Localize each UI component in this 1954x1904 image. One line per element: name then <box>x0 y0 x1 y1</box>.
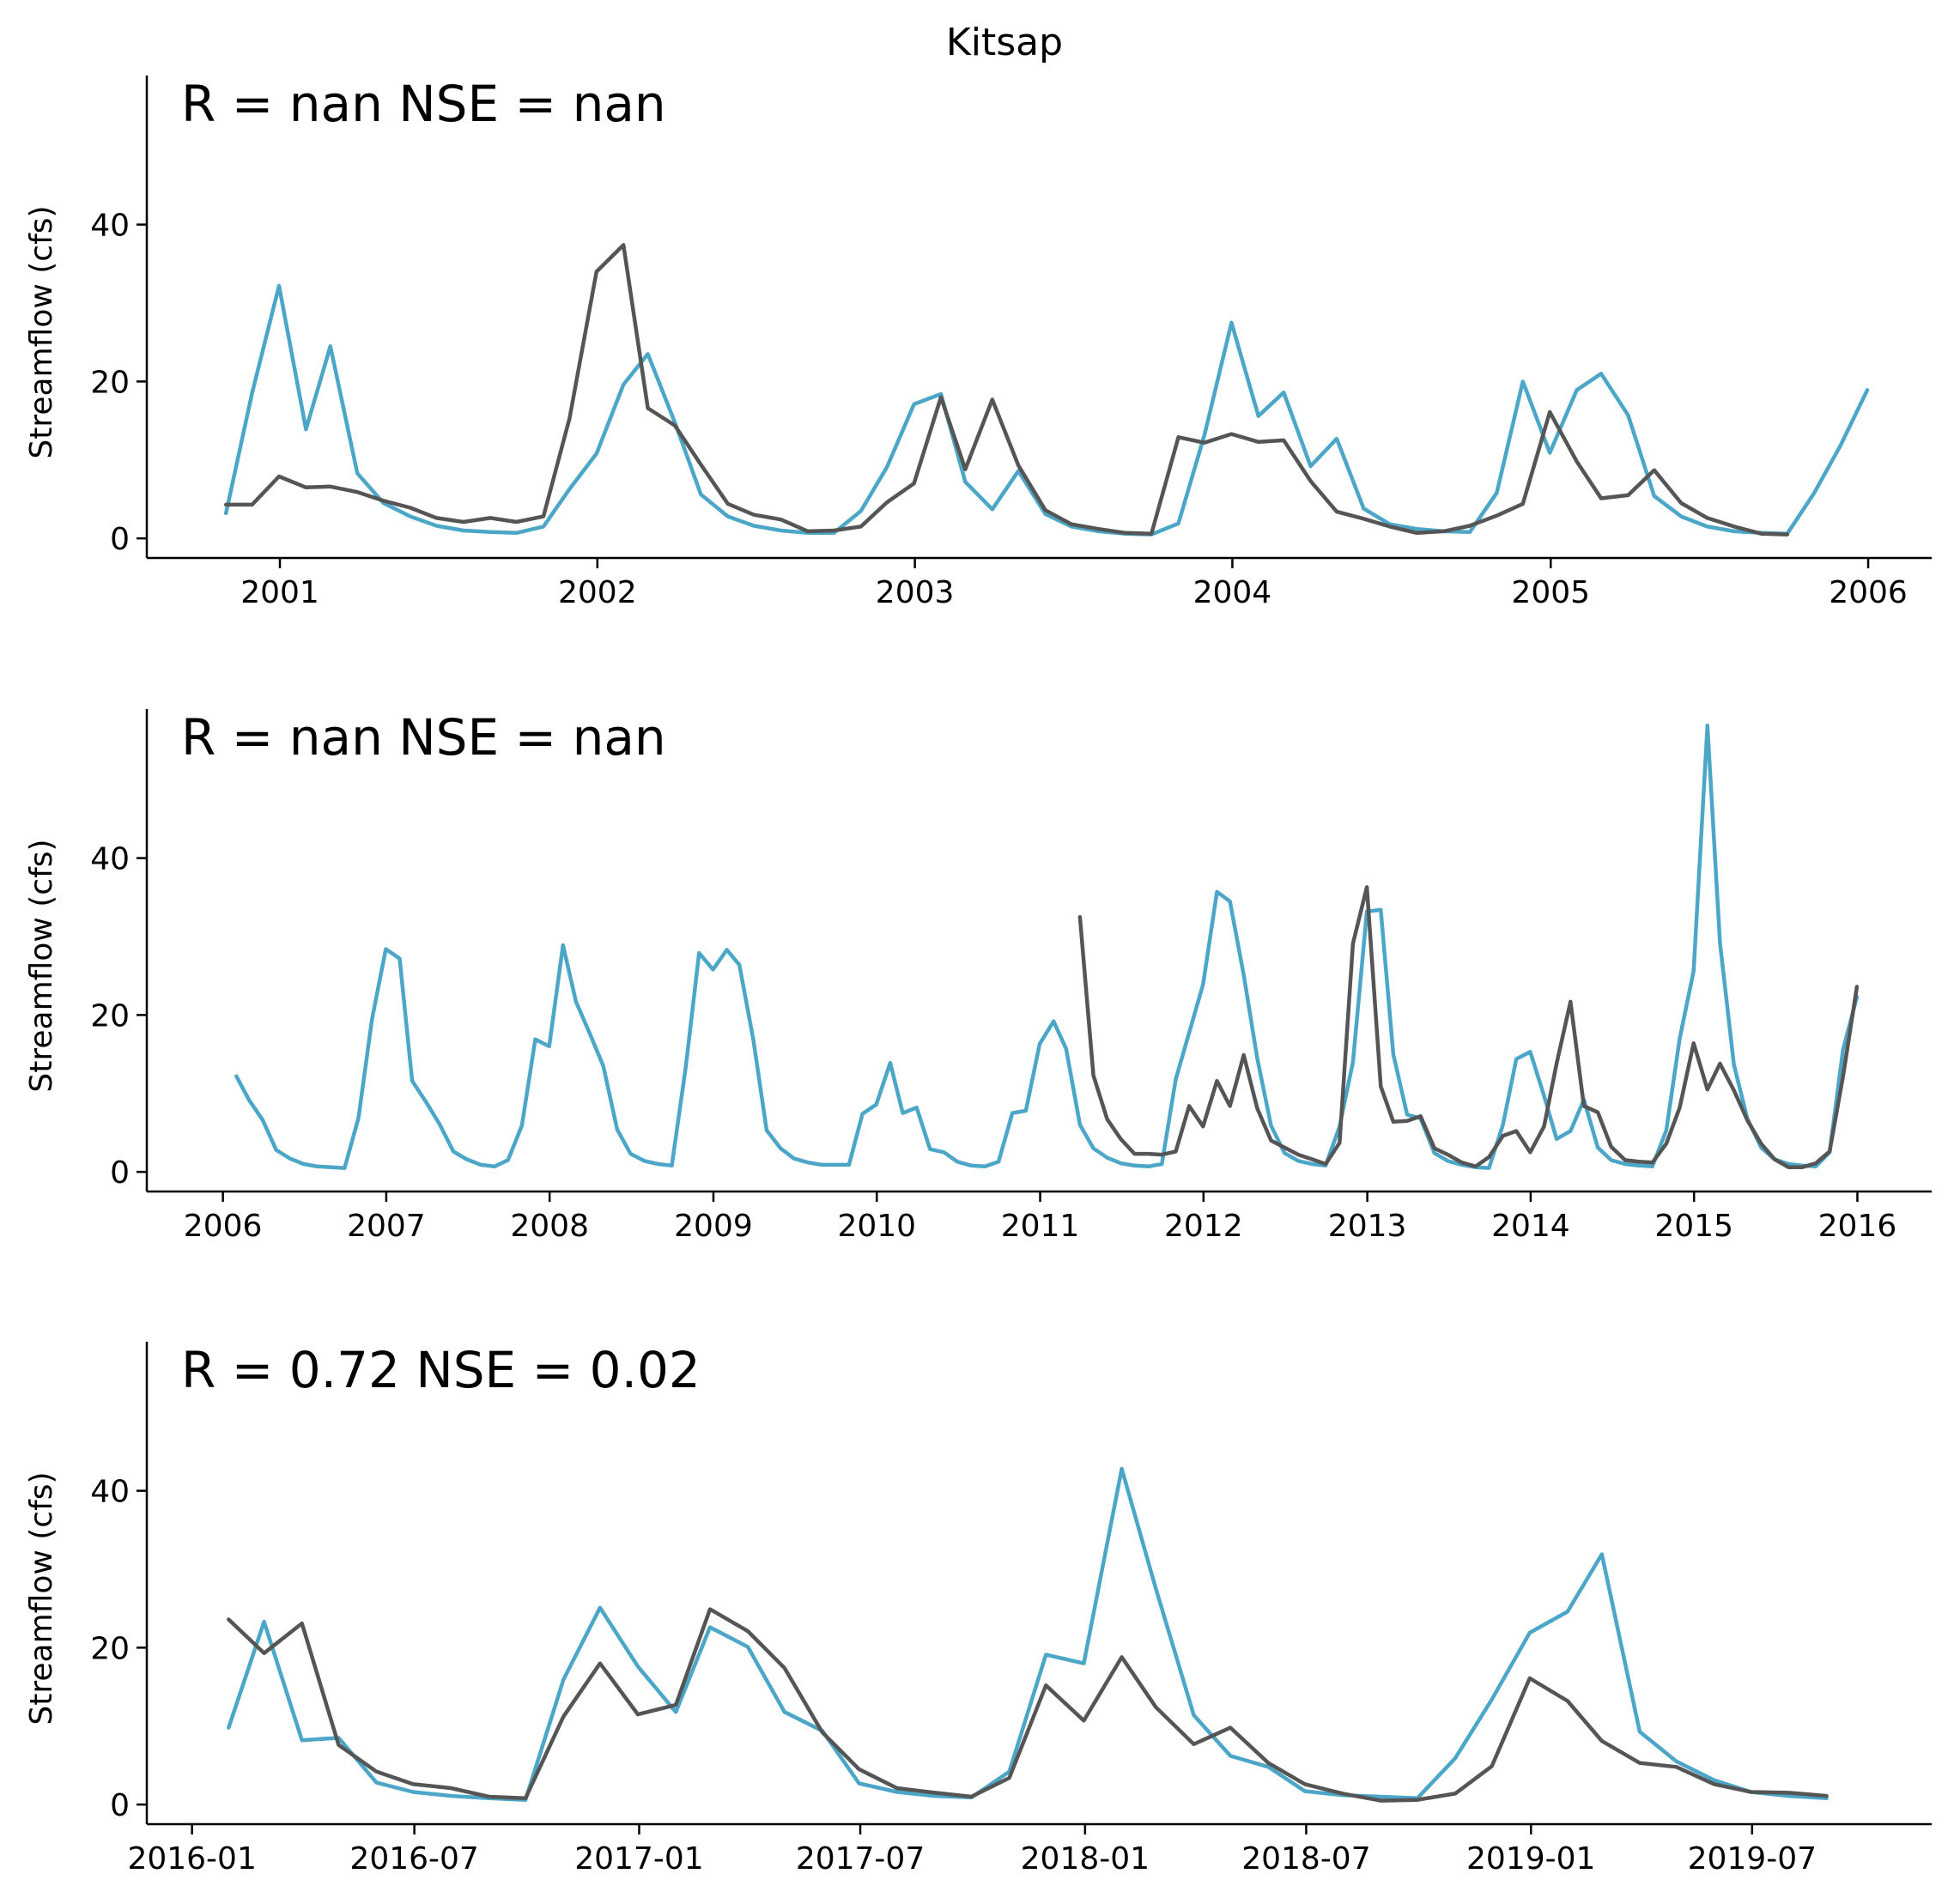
x-tick-label: 2013 <box>1328 1209 1407 1244</box>
x-tick-label: 2008 <box>510 1209 589 1244</box>
x-tick-label: 2016-01 <box>127 1841 256 1877</box>
x-tick-label: 2007 <box>347 1209 426 1244</box>
x-tick-label: 2011 <box>1001 1209 1080 1244</box>
x-tick-label: 2019-07 <box>1688 1841 1817 1877</box>
panel-2: 0 20 40 2006 2007 2008 2009 2010 2011 2012 2013 201… <box>24 708 1932 1244</box>
x-tick-label: 2006 <box>1829 575 1908 610</box>
y-tick-label: 40 <box>90 842 130 877</box>
y-tick-label: 40 <box>90 1475 130 1510</box>
x-tick-label: 2015 <box>1654 1209 1733 1244</box>
x-tick-label: 2004 <box>1193 575 1272 610</box>
series-line-2 <box>227 1607 1829 1803</box>
x-tick-label: 2009 <box>674 1209 753 1244</box>
x-tick-label: 2012 <box>1164 1209 1243 1244</box>
y-tick-label: 20 <box>90 998 130 1034</box>
series-line-1 <box>223 283 1870 537</box>
panel-3: 0 20 40 2016-01 2016-07 2017-01 2017-07 2018-01… <box>24 1341 1932 1877</box>
y-tick-label: 0 <box>110 1788 130 1823</box>
x-tick-label: 2017-01 <box>574 1841 703 1877</box>
x-tick-label: 2016-07 <box>349 1841 478 1877</box>
series-line-1 <box>234 723 1860 1170</box>
stats-annotation: R = nan NSE = nan <box>181 75 666 133</box>
y-axis-label: Streamflow (cfs) <box>24 205 59 458</box>
y-axis-label: Streamflow (cfs) <box>24 839 59 1092</box>
stats-annotation: R = 0.72 NSE = 0.02 <box>181 1341 701 1399</box>
y-tick-label: 0 <box>110 1155 130 1191</box>
x-tick-label: 2018-01 <box>1021 1841 1150 1877</box>
y-tick-label: 0 <box>110 522 130 557</box>
series-line-1 <box>227 1466 1829 1802</box>
x-tick-label: 2001 <box>240 575 319 610</box>
y-tick-label: 40 <box>90 209 130 244</box>
x-tick-label: 2005 <box>1511 575 1590 610</box>
x-tick-label: 2002 <box>558 575 637 610</box>
x-tick-label: 2006 <box>184 1209 263 1244</box>
figure-title: Kitsap <box>946 21 1063 64</box>
x-tick-label: 2018-07 <box>1241 1841 1370 1877</box>
y-tick-label: 20 <box>90 1631 130 1666</box>
x-tick-label: 2010 <box>837 1209 916 1244</box>
x-tick-label: 2003 <box>876 575 955 610</box>
panel-1: 0 20 40 2001 2002 2003 2004 2005 2006 Streamflow … <box>24 75 1932 610</box>
series-line-2 <box>223 243 1790 537</box>
y-axis-label: Streamflow (cfs) <box>24 1471 59 1725</box>
panels: 0 20 40 2001 2002 2003 2004 2005 2006 Streamflow … <box>24 75 1932 1877</box>
x-tick-label: 2017-07 <box>796 1841 925 1877</box>
x-tick-label: 2014 <box>1491 1209 1570 1244</box>
y-tick-label: 20 <box>90 365 130 400</box>
x-tick-label: 2019-01 <box>1466 1841 1595 1877</box>
series-line-2 <box>1077 885 1860 1169</box>
stats-annotation: R = nan NSE = nan <box>181 708 666 767</box>
x-tick-label: 2016 <box>1818 1209 1897 1244</box>
